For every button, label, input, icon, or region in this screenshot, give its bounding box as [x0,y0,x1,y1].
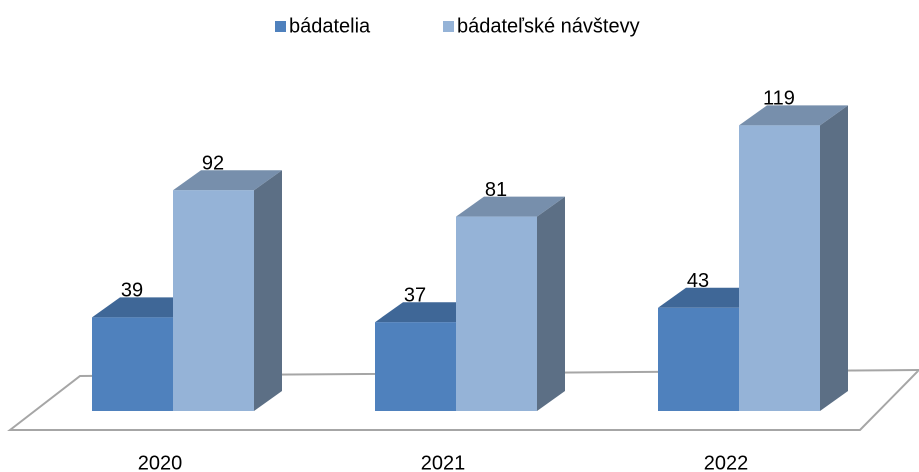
legend-label: bádateľské návštevy [457,15,640,37]
bar-front [173,190,254,411]
value-label: 119 [763,88,795,110]
bar-side [254,170,282,411]
bar [173,170,282,411]
bar-front [658,307,739,411]
x-tick-label: 2021 [421,452,466,472]
bar-top [173,170,282,191]
bar-front [375,322,456,411]
value-label: 81 [485,179,507,201]
bar-side [537,196,565,411]
x-tick-label: 2022 [704,452,749,472]
bar [739,105,848,412]
legend-swatch [443,21,454,32]
bar-front [739,125,820,412]
bar-top [739,105,848,126]
bar [456,196,565,411]
value-label: 37 [404,284,426,306]
value-label: 92 [202,152,224,174]
x-tick-label: 2020 [138,452,183,472]
value-label: 43 [687,270,709,292]
value-label: 39 [121,280,143,302]
legend-swatch [275,21,286,32]
legend-label: bádatelia [289,15,371,37]
bar-front [92,317,173,411]
bar-side [820,105,848,412]
bar-top [456,196,565,217]
bar-front [456,216,537,411]
